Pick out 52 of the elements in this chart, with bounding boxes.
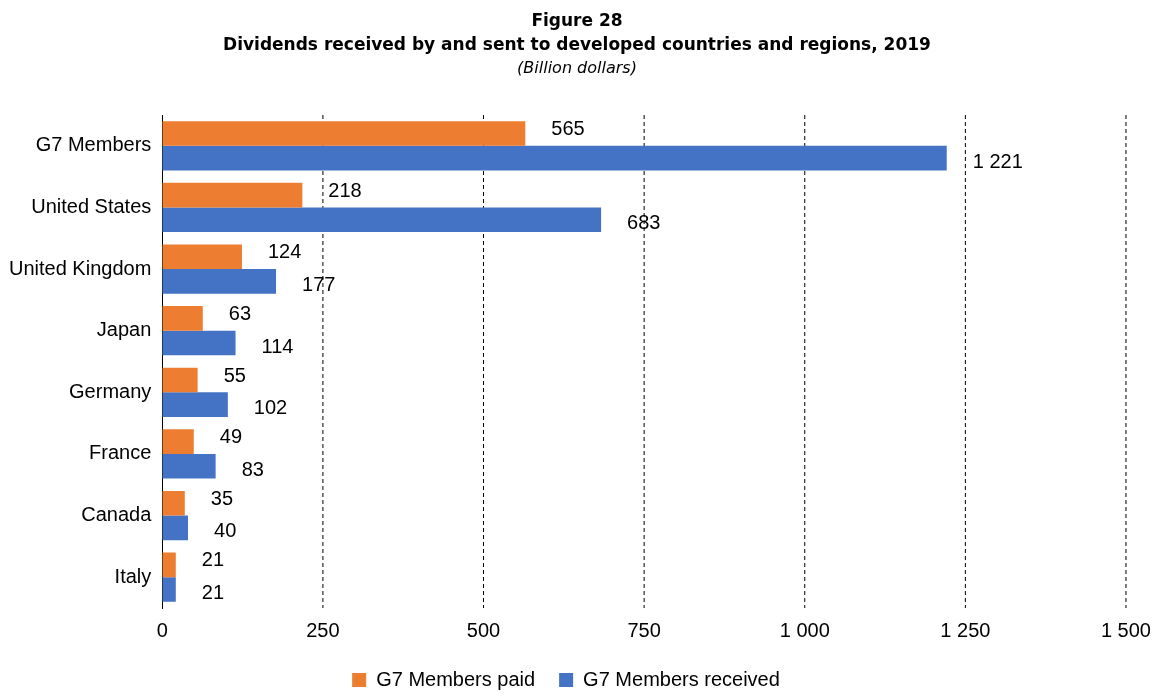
y-tick-label: France xyxy=(89,441,152,464)
y-tick-label: United States xyxy=(31,194,152,217)
bar xyxy=(162,490,185,516)
bar xyxy=(162,577,176,602)
data-label: 63 xyxy=(228,301,252,324)
y-tick-label: Italy xyxy=(114,564,152,587)
data-label: 21 xyxy=(201,581,225,604)
data-label: 35 xyxy=(210,486,234,509)
bar xyxy=(162,515,188,541)
bar xyxy=(162,269,277,294)
data-label: 218 xyxy=(328,178,362,201)
bar xyxy=(162,121,526,146)
data-label: 114 xyxy=(261,334,294,357)
bar xyxy=(162,429,194,454)
legend-label: G7 Members paid xyxy=(376,667,536,690)
data-label: 40 xyxy=(214,519,237,542)
data-label: 21 xyxy=(201,548,225,571)
x-tick-label: 1 500 xyxy=(1100,618,1152,641)
bar xyxy=(162,207,602,233)
y-tick-label: Germany xyxy=(69,379,152,402)
x-tick-label: 1 000 xyxy=(779,618,830,641)
legend-label: G7 Members received xyxy=(583,667,780,690)
x-tick-label: 1 250 xyxy=(940,618,991,641)
data-label: 124 xyxy=(267,240,302,263)
data-label: 102 xyxy=(253,396,288,419)
bar xyxy=(162,367,198,393)
data-label: 83 xyxy=(241,457,264,480)
chart-subtitle: Dividends received by and sent to developed countries and regions, 2019 xyxy=(222,33,932,56)
data-label: 177 xyxy=(302,272,336,295)
y-tick-label: G7 Members xyxy=(35,133,152,156)
chart-title: Figure 28 xyxy=(530,9,624,32)
bar xyxy=(162,392,228,417)
bar xyxy=(162,330,236,356)
bar xyxy=(162,552,176,578)
bar xyxy=(162,244,242,270)
data-label: 55 xyxy=(223,363,246,386)
y-tick-label: Japan xyxy=(96,318,152,341)
bar xyxy=(162,453,216,479)
bar xyxy=(162,182,303,208)
data-label: 683 xyxy=(627,211,661,234)
data-label: 1 221 xyxy=(972,149,1023,172)
data-label: 565 xyxy=(551,117,585,139)
bar xyxy=(162,145,947,171)
y-tick-label: United Kingdom xyxy=(8,256,152,279)
x-tick-label: 250 xyxy=(306,618,340,641)
x-tick-label: 500 xyxy=(466,618,501,641)
x-tick-label: 750 xyxy=(627,618,661,641)
y-tick-label: Canada xyxy=(81,503,153,526)
text: (Billion dollars) xyxy=(516,57,638,79)
x-tick-label: 0 xyxy=(156,618,168,641)
data-label: 49 xyxy=(219,425,243,448)
bar xyxy=(162,306,203,331)
